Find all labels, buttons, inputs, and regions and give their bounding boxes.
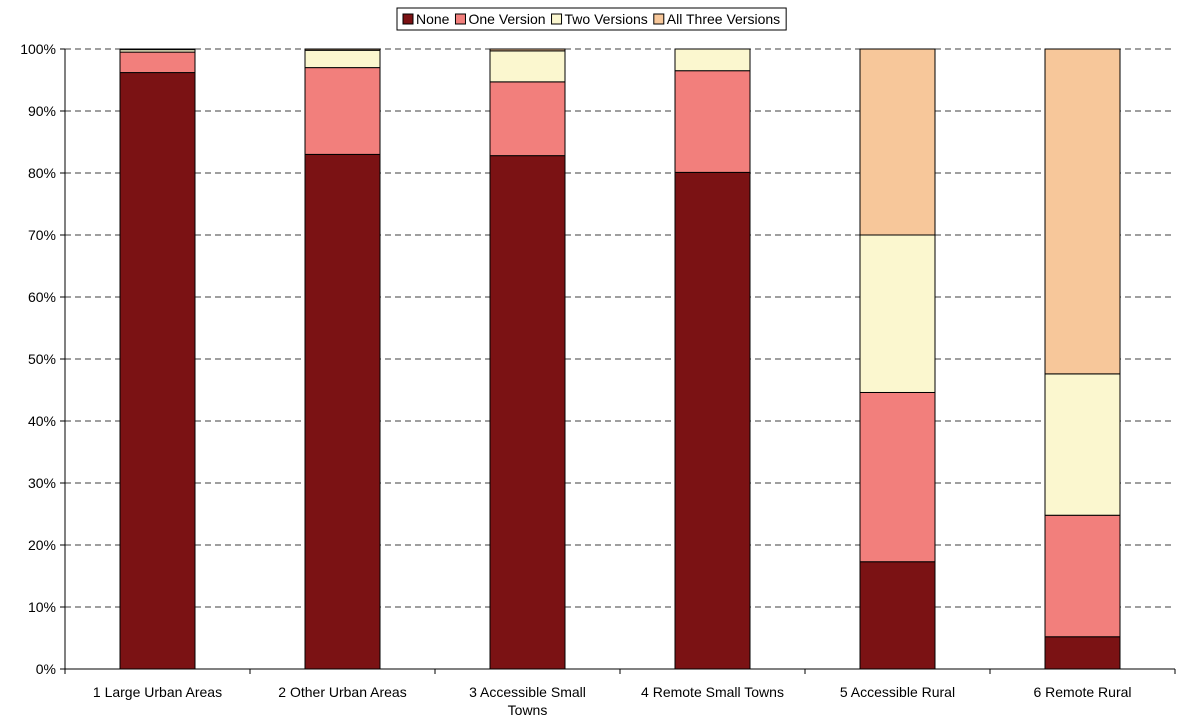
bar-segment-one-version [304,67,381,155]
bar-segment-two-versions [1044,373,1121,516]
bar-segment-all-three-versions [304,48,381,51]
bar-segment-none [304,153,381,670]
legend-box [396,7,787,31]
x-category-label-line: 5 Accessible Rural [840,684,955,700]
y-axis-tick-labels: 0% 10% 20% 30% 40% 50% 60% 70% 80% 90% 100% [20,41,56,677]
axes [60,48,1176,674]
bar-segment-one-version [119,51,196,74]
y-tick-label: 20% [28,537,56,553]
x-category-label: 4 Remote Small Towns [641,684,784,700]
legend-swatch-one-version [454,13,466,25]
bar-segment-none [489,155,566,670]
bar-segment-one-version [1044,514,1121,638]
x-category-label-line: 4 Remote Small Towns [641,684,784,700]
y-tick-label: 30% [28,475,56,491]
legend-swatch-two-versions [551,13,563,25]
bar-segment-all-three-versions [489,48,566,52]
x-category-label-line: 1 Large Urban Areas [93,684,222,700]
y-tick-label: 100% [20,41,56,57]
legend-label: None [416,11,450,27]
legend-label: One Version [468,11,545,27]
x-category-label: 1 Large Urban Areas [93,684,222,700]
x-category-label-line: Towns [508,702,548,718]
legend-swatch-all-three-versions [653,13,665,25]
bar-segment-none [119,72,196,670]
bars [119,48,1121,670]
y-tick-label: 50% [28,351,56,367]
x-category-label: 3 Accessible Small Towns [469,684,586,718]
legend-swatch-none [402,13,414,25]
y-tick-label: 60% [28,289,56,305]
bar-segment-none [859,561,936,670]
y-tick-label: 80% [28,165,56,181]
bar-segment-two-versions [489,50,566,83]
y-tick-label: 40% [28,413,56,429]
legend-label: All Three Versions [667,11,780,27]
y-tick-label: 0% [36,661,56,677]
gridlines [65,48,1175,608]
y-tick-label: 10% [28,599,56,615]
bar-segment-all-three-versions [859,48,936,236]
bar-segment-two-versions [304,49,381,69]
legend-label: Two Versions [565,11,648,27]
y-tick-label: 90% [28,103,56,119]
bar-segment-none [1044,636,1121,670]
bar-segment-all-three-versions [1044,48,1121,375]
x-axis-category-labels: 1 Large Urban Areas 2 Other Urban Areas 3 … [93,684,1132,718]
x-category-label-line: 3 Accessible Small [469,684,586,700]
bar-segment-one-version [489,81,566,157]
bar-segment-all-three-versions [119,48,196,51]
bar-segment-two-versions [859,234,936,393]
x-category-label: 5 Accessible Rural [840,684,955,700]
x-category-label-line: 2 Other Urban Areas [278,684,406,700]
y-tick-label: 70% [28,227,56,243]
x-category-label-line: 6 Remote Rural [1033,684,1131,700]
bar-segment-two-versions [674,48,751,72]
bar-segment-none [674,171,751,670]
x-category-label: 6 Remote Rural [1033,684,1131,700]
bar-segment-one-version [859,391,936,563]
x-category-label: 2 Other Urban Areas [278,684,406,700]
bar-segment-one-version [674,70,751,173]
legend: None One Version Two Versions All Three Ver… [396,7,787,31]
